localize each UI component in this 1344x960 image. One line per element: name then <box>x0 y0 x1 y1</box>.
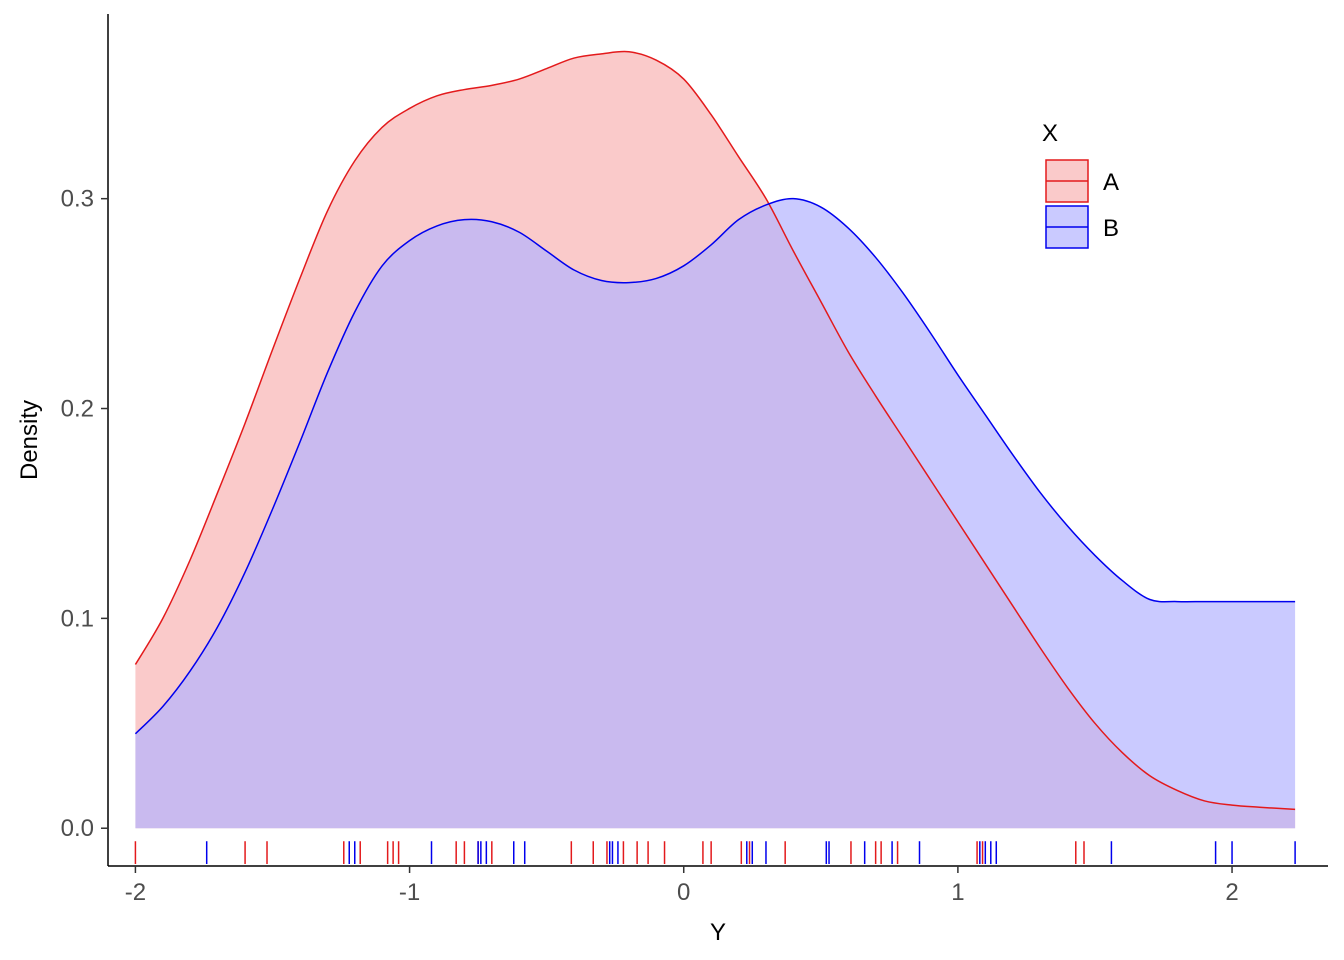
x-tick-label: 0 <box>677 879 690 906</box>
legend: X AB <box>1042 120 1119 249</box>
density-area-B <box>135 198 1296 829</box>
x-axis-ticks: -2 -1 0 1 2 <box>125 866 1239 906</box>
legend-title: X <box>1042 120 1058 147</box>
y-tick-label: 0.1 <box>61 605 94 632</box>
axes <box>107 14 1328 867</box>
x-tick-label: 2 <box>1225 879 1238 906</box>
rug-layer <box>134 841 1296 864</box>
legend-label-B: B <box>1103 215 1119 242</box>
y-tick-label: 0.0 <box>61 815 94 842</box>
x-tick-label: 1 <box>951 879 964 906</box>
density-line-A <box>134 50 1296 811</box>
x-tick-label: -1 <box>399 879 420 906</box>
plot-area <box>134 50 1296 829</box>
density-line-B <box>134 197 1296 735</box>
y-tick-label: 0.2 <box>61 396 94 423</box>
x-axis-title: Y <box>710 919 726 946</box>
legend-label-A: A <box>1103 169 1119 196</box>
y-axis-ticks: 0.0 0.1 0.2 0.3 <box>61 186 108 842</box>
y-tick-label: 0.3 <box>61 186 94 213</box>
legend-items: AB <box>1045 159 1119 249</box>
y-axis-title: Density <box>16 400 43 480</box>
x-tick-label: -2 <box>125 879 146 906</box>
